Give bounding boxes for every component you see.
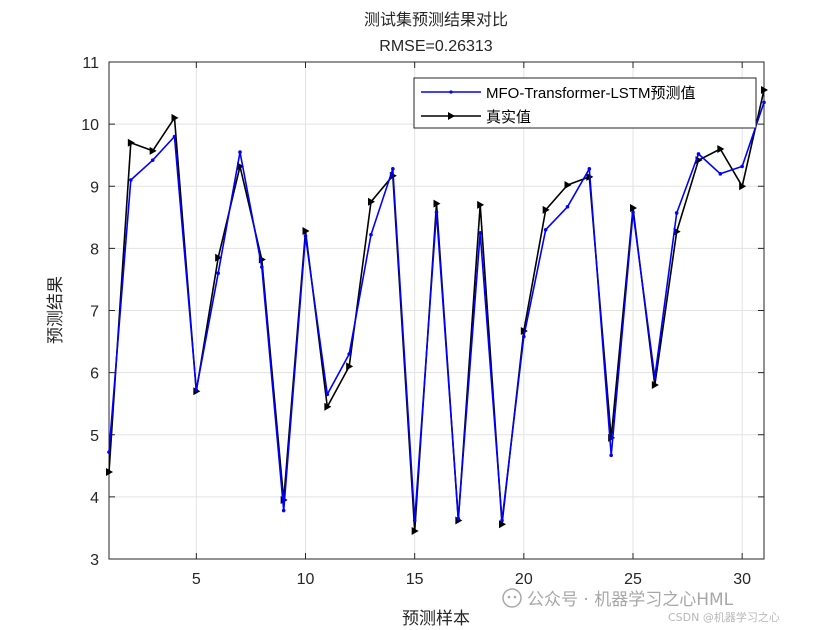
prediction-point [674, 211, 679, 215]
x-axis-label: 预测样本 [402, 609, 470, 629]
y-tick-label: 7 [90, 304, 99, 321]
prediction-point [543, 227, 548, 232]
prediction-point [740, 164, 744, 169]
actual-point [717, 144, 725, 153]
chart-title: 测试集预测结果对比 [364, 10, 508, 29]
actual-point [477, 200, 485, 209]
legend-label-actual: 真实值 [486, 108, 531, 126]
x-tick-label: 30 [733, 571, 751, 588]
actual-point [564, 181, 572, 190]
x-tick-label: 10 [297, 571, 315, 588]
actual-point [630, 203, 637, 212]
prediction-point [238, 150, 242, 154]
prediction-point [150, 158, 155, 162]
watermark: 公众号 · 机器学习之心HML CSDN @机器学习之心 [502, 588, 780, 624]
wechat-icon [502, 588, 522, 608]
legend-marker-prediction [449, 90, 453, 94]
y-tick-label: 6 [90, 366, 99, 383]
actual-point [651, 381, 659, 390]
legend-label-prediction: MFO-Transformer-LSTM预测值 [486, 85, 695, 102]
prediction-point [587, 167, 592, 171]
actual-point [739, 182, 747, 191]
chart-subtitle: RMSE=0.26313 [379, 38, 493, 55]
actual-point [433, 199, 441, 208]
y-tick-label: 8 [90, 241, 99, 258]
prediction-point [303, 234, 308, 238]
y-tick-label: 10 [81, 117, 99, 134]
actual-point [106, 468, 113, 477]
prediction-point [565, 204, 570, 209]
actual-point [215, 253, 223, 262]
prediction-point [391, 167, 395, 171]
y-axis-label: 预测结果 [46, 276, 66, 344]
prediction-point [762, 100, 766, 105]
grid [109, 62, 764, 559]
prediction-point [412, 518, 417, 523]
watermark-line-2: CSDN @机器学习之心 [668, 610, 780, 624]
actual-point [673, 227, 681, 236]
prediction-point [653, 375, 657, 380]
prediction-point [500, 518, 504, 523]
legend: MFO-Transformer-LSTM预测值 真实值 [413, 77, 757, 129]
prediction-point [325, 392, 330, 397]
x-tick-label: 15 [406, 571, 424, 588]
actual-point [149, 146, 157, 155]
wechat-icon-dot [513, 595, 517, 599]
prediction-point [631, 210, 635, 215]
y-tick-label: 4 [90, 490, 99, 507]
prediction-point [478, 231, 482, 235]
prediction-point [456, 516, 461, 521]
y-tick-label: 5 [90, 428, 99, 445]
prediction-point [281, 508, 286, 513]
prediction-point [194, 388, 199, 392]
prediction-point [172, 134, 177, 139]
prediction-point [347, 352, 351, 356]
y-tick-label: 11 [82, 55, 99, 72]
actual-point [368, 197, 375, 206]
prediction-point [609, 453, 613, 458]
actual-point [346, 362, 354, 371]
prediction-point [718, 172, 723, 176]
actual-point [411, 527, 419, 536]
actual-point [237, 162, 244, 171]
actual-point [542, 205, 550, 214]
y-tick-label: 3 [90, 552, 99, 569]
actual-point [499, 520, 506, 529]
legend-box [413, 77, 757, 129]
prediction-point [522, 334, 526, 339]
prediction-point [216, 271, 220, 276]
x-tick-label: 20 [515, 571, 533, 588]
actual-point [761, 85, 768, 94]
wechat-icon-dot [507, 595, 511, 599]
prediction-point [369, 232, 373, 237]
y-tick-label: 9 [90, 179, 99, 196]
actual-point [171, 113, 179, 122]
prediction-point [260, 265, 264, 269]
actual-point [127, 138, 135, 147]
series-layer [106, 85, 768, 536]
prediction-point [107, 450, 111, 454]
axis-ticks: 3 4 5 6 7 8 9 10 11 5 10 15 20 25 30 [81, 55, 764, 588]
prediction-point [696, 152, 701, 156]
prediction-point [129, 178, 133, 182]
prediction-point [434, 210, 439, 215]
x-tick-label: 5 [192, 571, 201, 588]
legend-marker-actual [448, 112, 455, 120]
actual-point [324, 402, 332, 411]
actual-point [302, 226, 310, 235]
x-tick-label: 25 [624, 571, 642, 588]
watermark-line-1: 公众号 · 机器学习之心HML [527, 590, 734, 610]
